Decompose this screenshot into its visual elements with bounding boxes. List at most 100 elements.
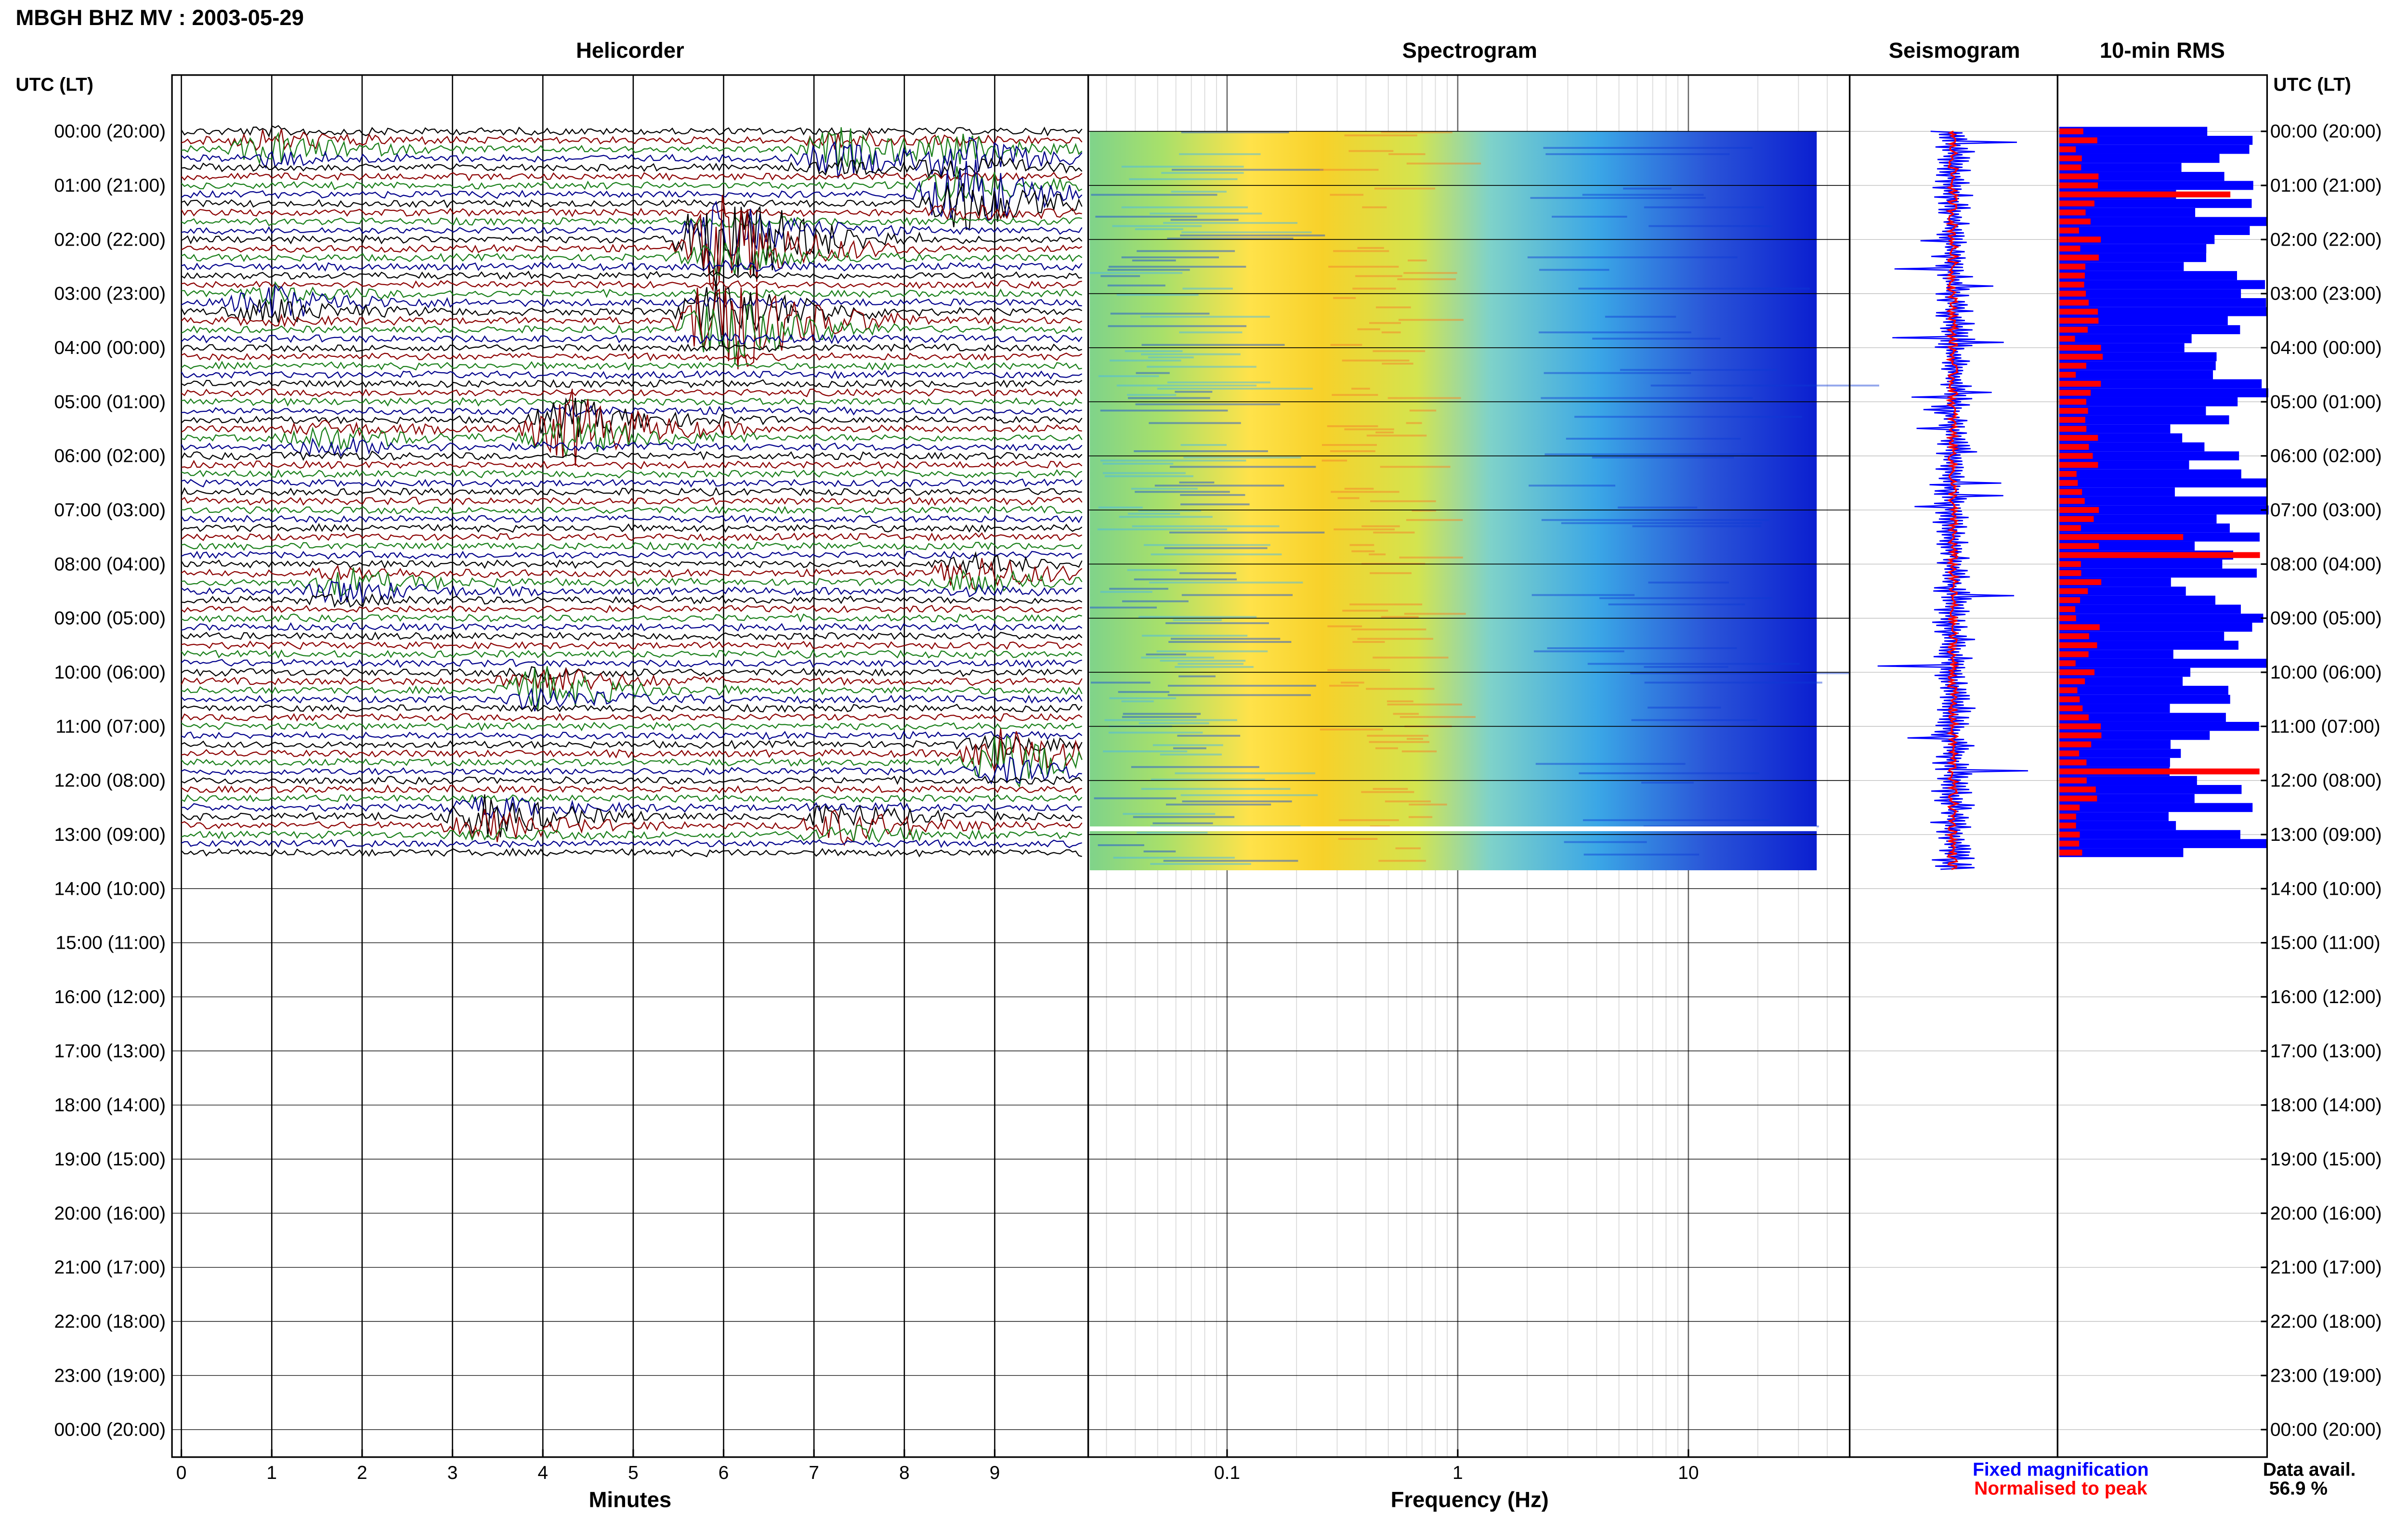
helicorder-trace <box>181 486 1082 497</box>
rms-normalised-bar <box>2059 606 2076 613</box>
spectrogram-texture <box>1399 556 1463 559</box>
spectrogram-texture <box>1630 672 1849 674</box>
minute-tick-label: 9 <box>990 1463 1000 1483</box>
rms-normalised-bar <box>2059 723 2101 730</box>
rms-fixed-bar <box>2059 658 2267 668</box>
rms-normalised-bar <box>2059 660 2076 666</box>
rms-fixed-bar <box>2059 487 2175 497</box>
spectrogram-texture <box>1180 794 1318 797</box>
time-tick-label-left: 07:00 (03:00) <box>54 500 166 521</box>
helicorder-trace <box>181 389 1082 466</box>
time-tick-label-right: 11:00 (07:00) <box>2270 716 2381 737</box>
rms-normalised-bar <box>2059 273 2085 279</box>
helicorder-trace <box>181 270 1082 280</box>
spectrogram-texture <box>1367 734 1429 737</box>
spectrogram-texture <box>1648 581 1729 584</box>
spectrogram-texture <box>1584 853 1700 856</box>
spectrogram-texture <box>1138 510 1202 512</box>
rms-normalised-bar <box>2059 777 2087 784</box>
time-tick-label-right: 09:00 (05:00) <box>2270 608 2382 629</box>
rms-fixed-bar <box>2059 514 2217 524</box>
time-tick-label-right: 08:00 (04:00) <box>2270 554 2382 575</box>
helicorder-trace <box>181 541 1083 551</box>
time-tick-label-left: 04:00 (00:00) <box>54 338 166 358</box>
helicorder-trace <box>181 388 1083 398</box>
spectrogram-texture <box>1148 356 1194 359</box>
spectrogram-texture <box>1543 147 1753 149</box>
time-tick-label-right: 23:00 (19:00) <box>2270 1365 2382 1386</box>
spectrogram-texture <box>1141 344 1285 346</box>
spectrogram-texture <box>1344 134 1417 137</box>
rms-normalised-bar <box>2059 182 2098 189</box>
spectrogram-texture <box>1179 481 1215 484</box>
rms-normalised-bar <box>2059 561 2081 567</box>
spectrogram-texture <box>1179 331 1243 334</box>
time-tick-label-right: 13:00 (09:00) <box>2270 824 2382 845</box>
spectrogram-texture <box>1333 297 1356 299</box>
spectrogram-texture <box>1397 278 1456 280</box>
spectrogram-texture <box>1401 750 1437 753</box>
rms-fixed-bar <box>2059 424 2171 433</box>
rms-normalised-bar <box>2059 804 2080 810</box>
spectrogram-texture <box>1167 381 1270 384</box>
spectrogram-texture <box>1618 506 1698 509</box>
panel-frames <box>171 74 2268 1458</box>
spectrogram-texture <box>1351 388 1370 390</box>
helicorder-trace <box>181 797 1082 821</box>
spectrogram-texture <box>1352 641 1385 643</box>
spectrogram-texture <box>1338 819 1399 822</box>
spectrogram-texture <box>1342 359 1410 362</box>
minute-tick-label: 6 <box>719 1463 729 1483</box>
helicorder-trace <box>181 666 1083 710</box>
spectrogram-texture <box>1344 428 1394 431</box>
spectrogram-texture <box>1331 491 1400 493</box>
rms-fixed-bar <box>2059 397 2238 406</box>
helicorder-trace <box>181 728 1083 772</box>
rms-normalised-bar <box>2059 786 2096 793</box>
rms-normalised-bar <box>2059 336 2075 342</box>
spectrogram-texture <box>1107 269 1190 271</box>
time-tick-label-left: 09:00 (05:00) <box>54 608 166 629</box>
rms-fixed-bar <box>2059 568 2257 578</box>
rms-fixed-bar <box>2059 163 2182 172</box>
spectrogram-texture <box>1098 844 1144 847</box>
spectrogram-texture <box>1089 606 1157 609</box>
rms-fixed-bar <box>2059 280 2265 289</box>
spectrogram-texture <box>1641 782 1694 784</box>
time-tick-label-left: 05:00 (01:00) <box>54 392 166 412</box>
spectrogram-texture <box>1125 350 1183 353</box>
rms-fixed-bar <box>2059 244 2207 253</box>
spectrogram-texture <box>1121 206 1248 209</box>
spectrogram-texture <box>1179 572 1236 575</box>
helicorder-trace <box>181 532 1083 542</box>
helicorder-trace <box>181 204 1082 222</box>
rms-normalised-bar <box>2059 813 2076 820</box>
spectrogram-texture <box>1104 719 1237 721</box>
time-tick-label-left: 11:00 (07:00) <box>55 716 166 737</box>
helicorder-xlabel: Minutes <box>589 1488 672 1512</box>
time-tick-label-left: 10:00 (06:00) <box>54 662 166 683</box>
spectrogram-texture <box>1382 363 1413 365</box>
rms-normalised-bar <box>2059 444 2089 450</box>
helicorder-trace <box>181 205 1083 288</box>
helicorder-trace <box>181 558 1083 591</box>
time-tick-label-left: 20:00 (16:00) <box>54 1203 166 1224</box>
time-tick-label-right: 10:00 (06:00) <box>2270 662 2382 683</box>
spectrogram-texture <box>1171 191 1227 193</box>
spectrogram-texture <box>1091 194 1217 196</box>
spectrogram-texture <box>1564 841 1647 843</box>
helicorder-trace <box>181 839 1082 849</box>
frequency-tick-label: 10 <box>1678 1463 1699 1483</box>
spectrogram-texture <box>1181 231 1312 234</box>
spectrogram-texture <box>1348 150 1394 152</box>
rms-normalised-bar <box>2059 209 2086 216</box>
helicorder-trace <box>181 613 1082 623</box>
spectrogram-texture <box>1112 225 1202 227</box>
time-tick-label-left: 03:00 (23:00) <box>54 284 166 304</box>
spectrogram-texture <box>1167 694 1311 696</box>
rms-fixed-bar <box>2059 523 2230 533</box>
rms-fixed-bar <box>2059 677 2183 686</box>
spectrogram-texture <box>1403 272 1457 274</box>
spectrogram-texture <box>1574 416 1802 418</box>
spectrogram-texture <box>1366 688 1435 690</box>
